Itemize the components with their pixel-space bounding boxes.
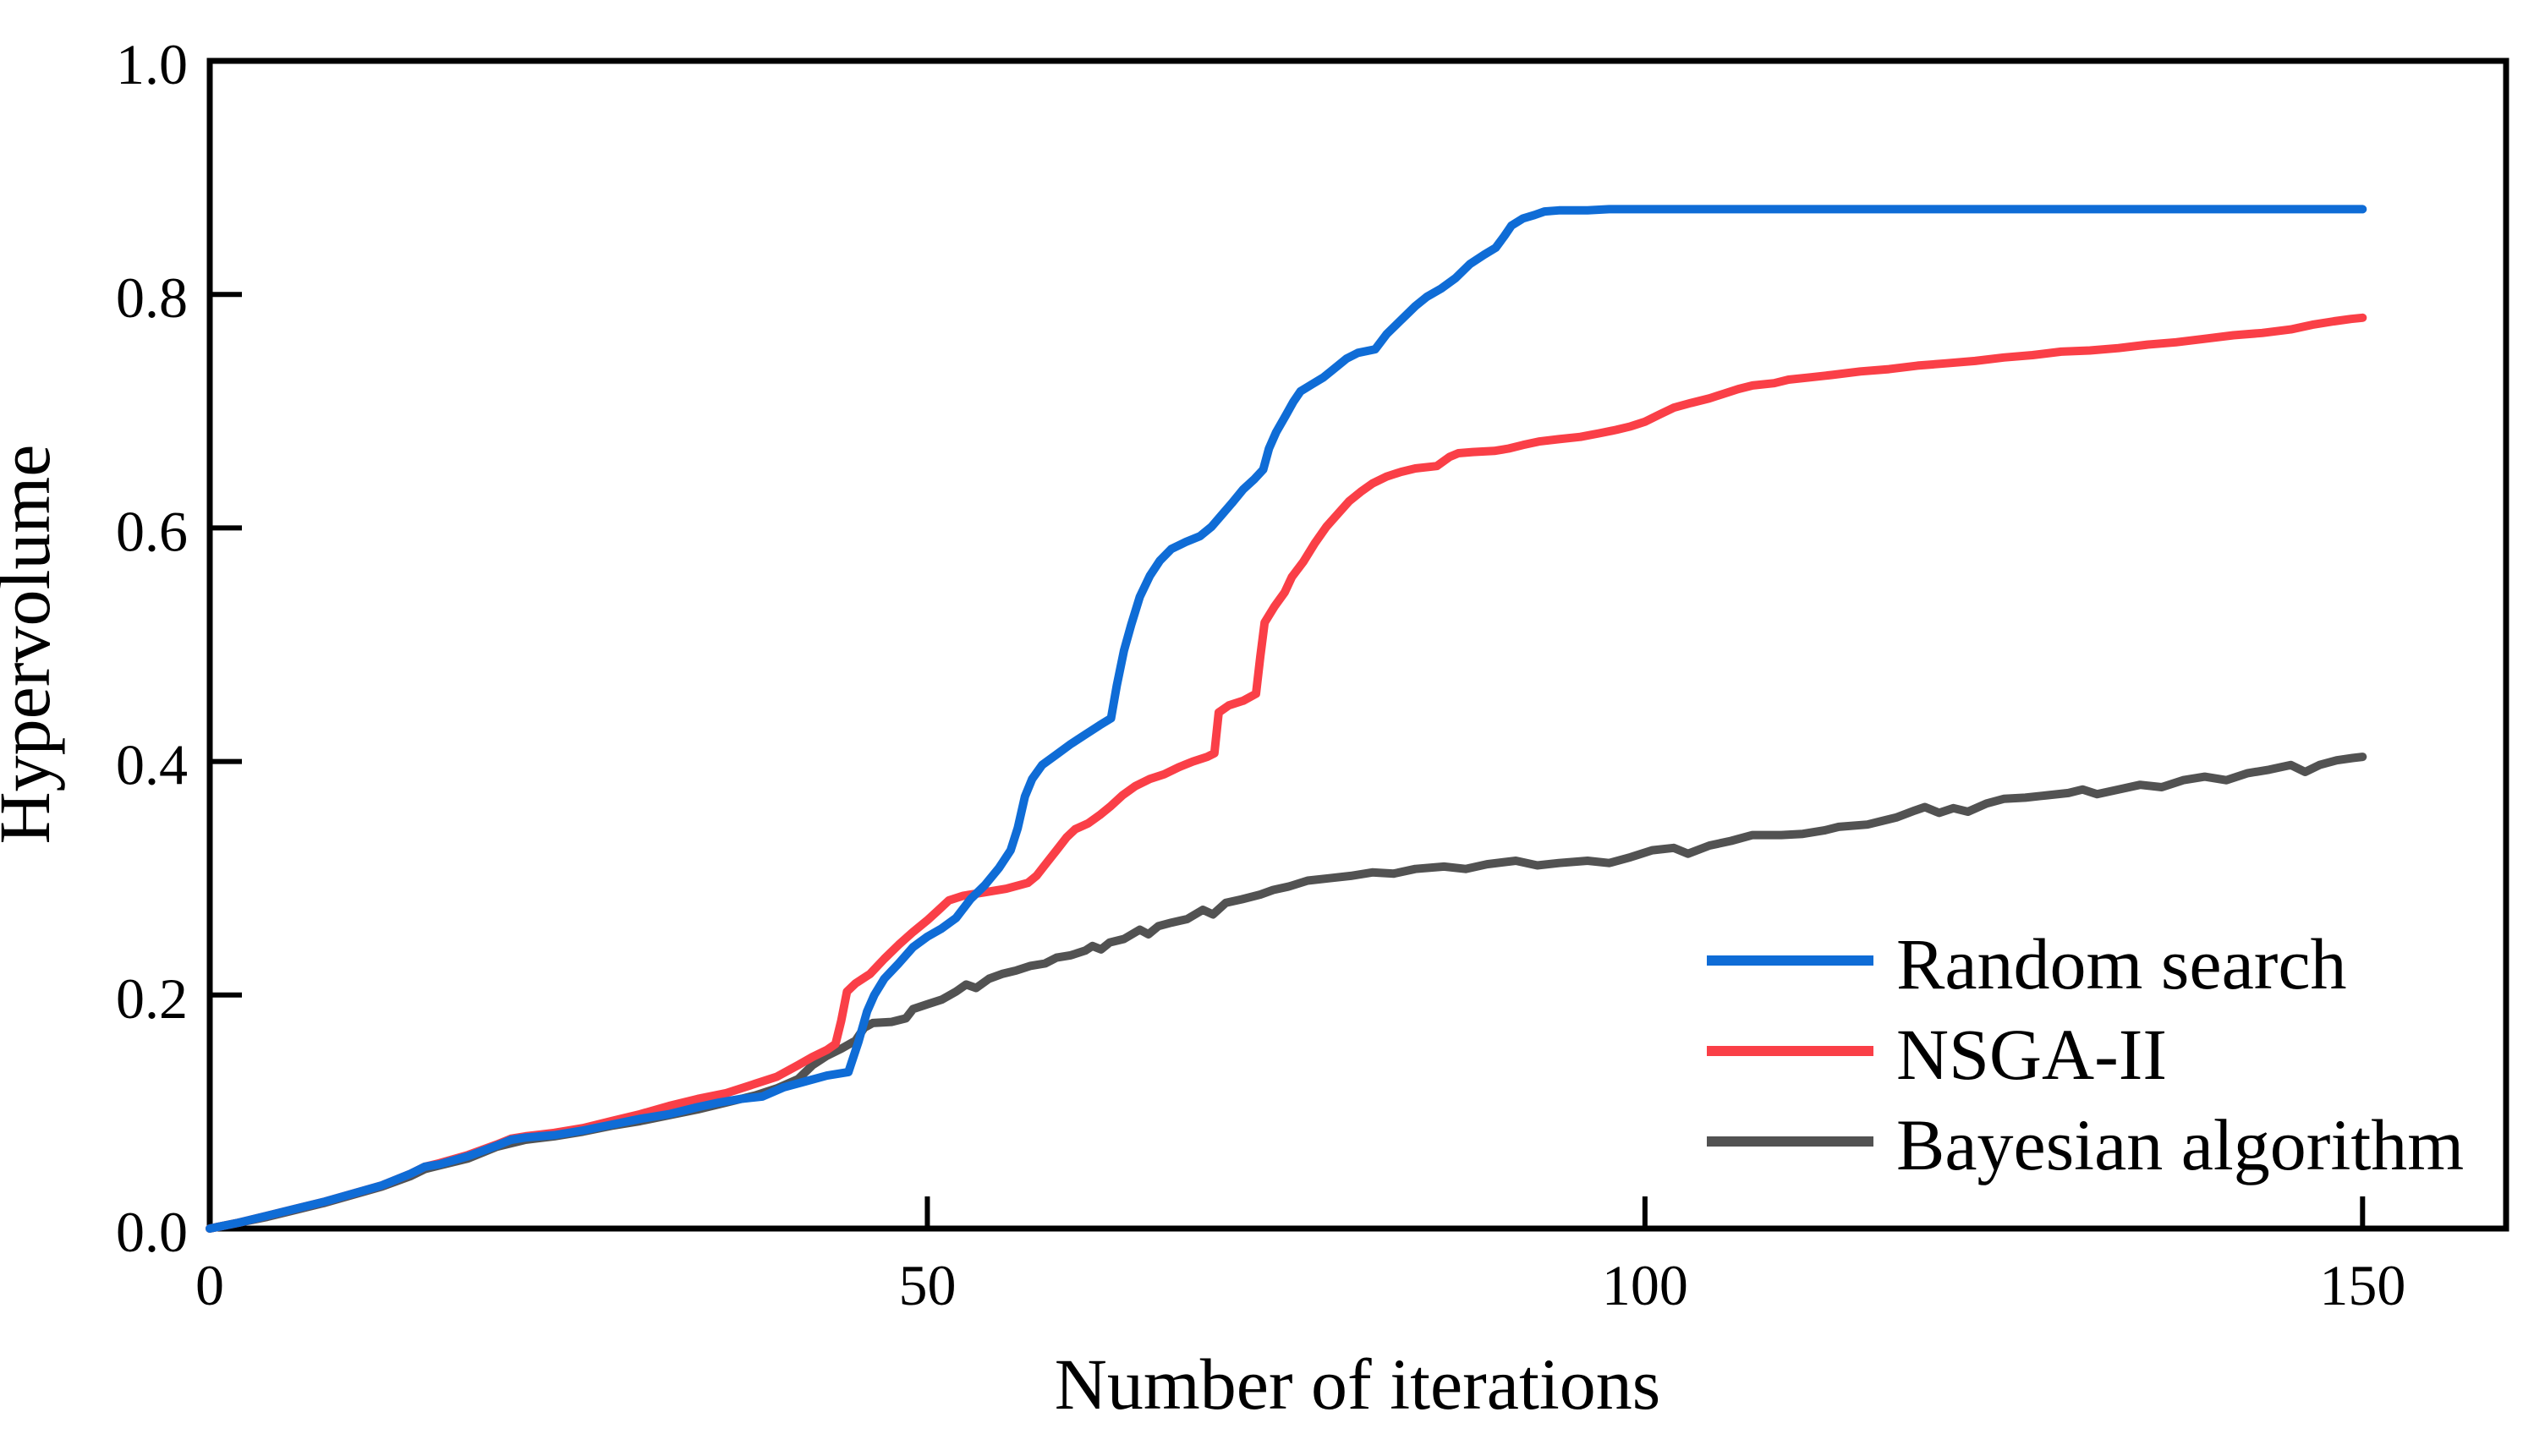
axis-ticks: 0 50 100 150 0.0 0.2 0.4 0.6 0.8 1.0 bbox=[116, 32, 2405, 1317]
x-axis-title: Number of iterations bbox=[1055, 1344, 1660, 1425]
data-series bbox=[206, 205, 2367, 1233]
legend-label-nsga-ii: NSGA-II bbox=[1896, 1014, 2167, 1095]
y-tick-label-0.6: 0.6 bbox=[116, 499, 188, 563]
x-tick-label-150: 150 bbox=[2319, 1253, 2405, 1317]
y-tick-label-1.0: 1.0 bbox=[116, 32, 188, 96]
legend: Random search NSGA-II Bayesian algorithm bbox=[1707, 923, 2464, 1185]
x-tick-label-100: 100 bbox=[1602, 1253, 1688, 1317]
legend-label-bayesian-algorithm: Bayesian algorithm bbox=[1896, 1104, 2464, 1185]
x-tick-label-50: 50 bbox=[898, 1253, 956, 1317]
series-line-random-search bbox=[206, 205, 2367, 1233]
y-tick-label-0.4: 0.4 bbox=[116, 733, 188, 797]
y-axis-title: Hypervolume bbox=[0, 445, 65, 845]
plot-border bbox=[206, 57, 2509, 1232]
x-tick-label-0: 0 bbox=[195, 1253, 224, 1317]
series-line-nsga-ii bbox=[206, 313, 2367, 1233]
y-tick-label-0.2: 0.2 bbox=[116, 966, 188, 1031]
y-tick-label-0.8: 0.8 bbox=[116, 265, 188, 330]
y-tick-label-0.0: 0.0 bbox=[116, 1200, 188, 1264]
legend-label-random-search: Random search bbox=[1896, 923, 2347, 1004]
